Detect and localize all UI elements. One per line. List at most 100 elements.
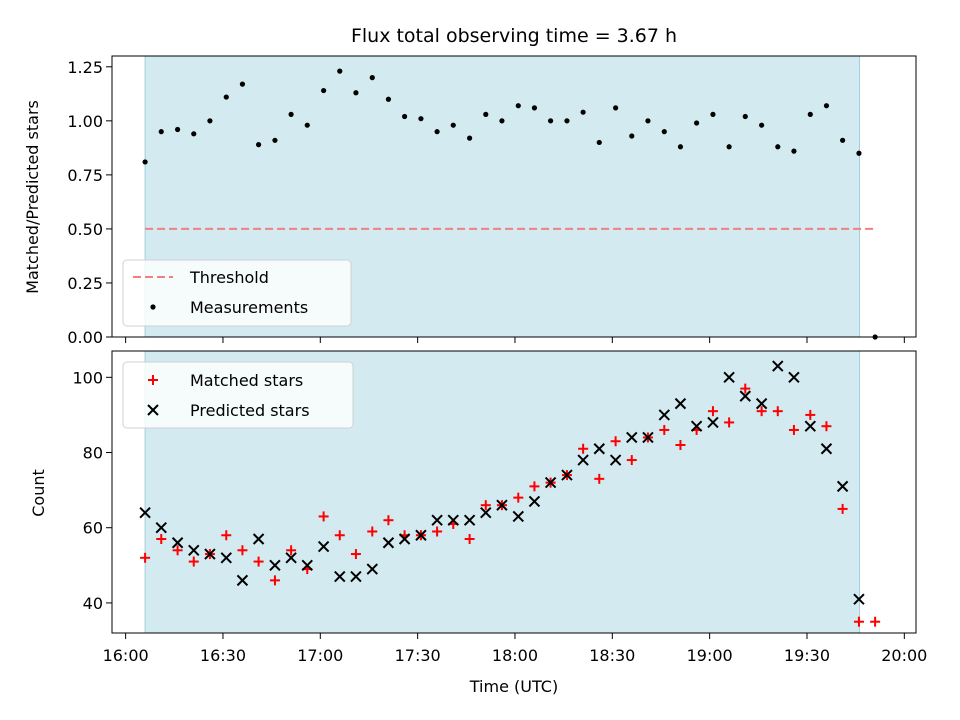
predicted-star-point	[220, 552, 232, 564]
x-tick-label: 19:00	[687, 646, 733, 665]
x-tick-label: 17:00	[297, 646, 343, 665]
matched-star-point	[821, 421, 832, 432]
y-tick-label: 0.00	[67, 328, 103, 347]
predicted-star-point	[626, 431, 638, 444]
predicted-star-point	[739, 390, 751, 402]
x-tick-label: 20:00	[881, 646, 927, 665]
predicted-star-point	[755, 397, 768, 410]
matched-star-point	[578, 443, 589, 454]
predicted-star-point	[577, 454, 589, 466]
matched-star-point	[707, 406, 718, 417]
predicted-star-point	[139, 506, 151, 519]
predicted-star-point	[366, 563, 378, 575]
predicted-star-point	[658, 409, 670, 421]
measurement-point	[288, 111, 294, 117]
measurement-point	[255, 142, 262, 148]
matched-star-point	[237, 545, 248, 556]
measurement-point	[807, 111, 813, 117]
matched-star-point	[140, 552, 151, 563]
matched-star-point	[740, 383, 751, 394]
predicted-star-point	[723, 371, 735, 384]
y-tick-label: 60	[83, 519, 103, 538]
measurement-point	[531, 105, 538, 111]
matched-star-point	[513, 492, 524, 503]
measurement-point	[661, 129, 667, 135]
matched-star-point	[805, 409, 816, 420]
measurement-point	[239, 81, 246, 87]
measurement-point	[418, 116, 424, 122]
matched-star-point	[350, 549, 361, 560]
matched-star-point	[675, 440, 686, 450]
predicted-star-point	[772, 360, 784, 372]
measurement-point	[142, 159, 148, 165]
predicted-star-point	[350, 570, 362, 583]
predicted-star-point	[496, 499, 508, 511]
predicted-star-point	[690, 420, 703, 432]
measurement-point	[207, 118, 213, 124]
measurement-point	[710, 111, 716, 117]
count-legend: Matched stars Predicted stars	[122, 361, 354, 429]
measurement-point	[775, 144, 781, 150]
predicted-star-point	[447, 514, 459, 526]
measurement-point	[677, 144, 684, 150]
measurement-point	[401, 113, 408, 120]
predicted-star-point	[707, 416, 719, 429]
measurement-point	[175, 126, 181, 133]
measurement-point	[499, 118, 505, 124]
predicted-star-point	[512, 510, 524, 523]
matched-star-point	[383, 515, 394, 526]
matched-star-point	[870, 616, 881, 627]
x-tick-label: 16:30	[200, 646, 246, 665]
measurement-point	[726, 144, 732, 150]
predicted-star-point	[171, 537, 184, 549]
measurement-point	[272, 137, 278, 143]
count-y-axis-label: Count	[29, 469, 48, 517]
chart-title: Flux total observing time = 3.67 h	[351, 25, 677, 47]
ratio-legend: Threshold Measurements	[122, 259, 352, 327]
matched-star-point	[253, 556, 264, 567]
predicted-star-point	[593, 443, 605, 455]
predicted-star-point	[269, 559, 281, 572]
matched-star-point	[188, 556, 199, 567]
matched-star-point	[853, 616, 864, 627]
matched-star-point	[367, 526, 378, 537]
legend-threshold-label: Threshold	[189, 268, 269, 287]
matched-star-point	[286, 545, 297, 556]
y-tick-label: 0.50	[67, 220, 103, 239]
matched-star-point	[626, 455, 637, 466]
legend-box	[122, 259, 352, 327]
matched-star-point	[172, 545, 183, 556]
measurement-point	[191, 131, 197, 137]
measurement-point	[223, 94, 229, 100]
measurement-point	[856, 150, 862, 156]
predicted-star-point	[544, 476, 557, 489]
x-tick-label: 18:30	[589, 646, 635, 665]
measurement-point	[434, 129, 440, 135]
y-tick-label: 1.25	[67, 58, 103, 77]
measurement-point	[337, 68, 343, 74]
predicted-star-point	[836, 480, 849, 493]
x-tick-label: 17:30	[395, 646, 441, 665]
predicted-star-point	[317, 540, 330, 553]
y-tick-label: 0.75	[67, 166, 103, 185]
predicted-star-point	[463, 514, 476, 526]
matched-star-point	[318, 511, 329, 522]
predicted-star-point	[820, 443, 833, 455]
predicted-star-point	[642, 431, 654, 444]
measurement-point	[791, 148, 797, 154]
predicted-star-point	[334, 570, 346, 583]
matched-star-point	[837, 503, 848, 514]
matched-star-point	[756, 406, 767, 417]
measurement-point	[742, 113, 748, 120]
predicted-star-point	[415, 529, 427, 541]
measurement-point	[645, 118, 651, 124]
predicted-star-point	[382, 537, 395, 549]
predicted-star-point	[398, 533, 411, 545]
measurement-point	[321, 87, 327, 94]
predicted-star-point	[674, 397, 687, 410]
predicted-star-point	[609, 454, 622, 466]
measurement-point	[304, 122, 310, 128]
predicted-star-point	[155, 522, 167, 534]
matched-star-point	[594, 473, 605, 484]
